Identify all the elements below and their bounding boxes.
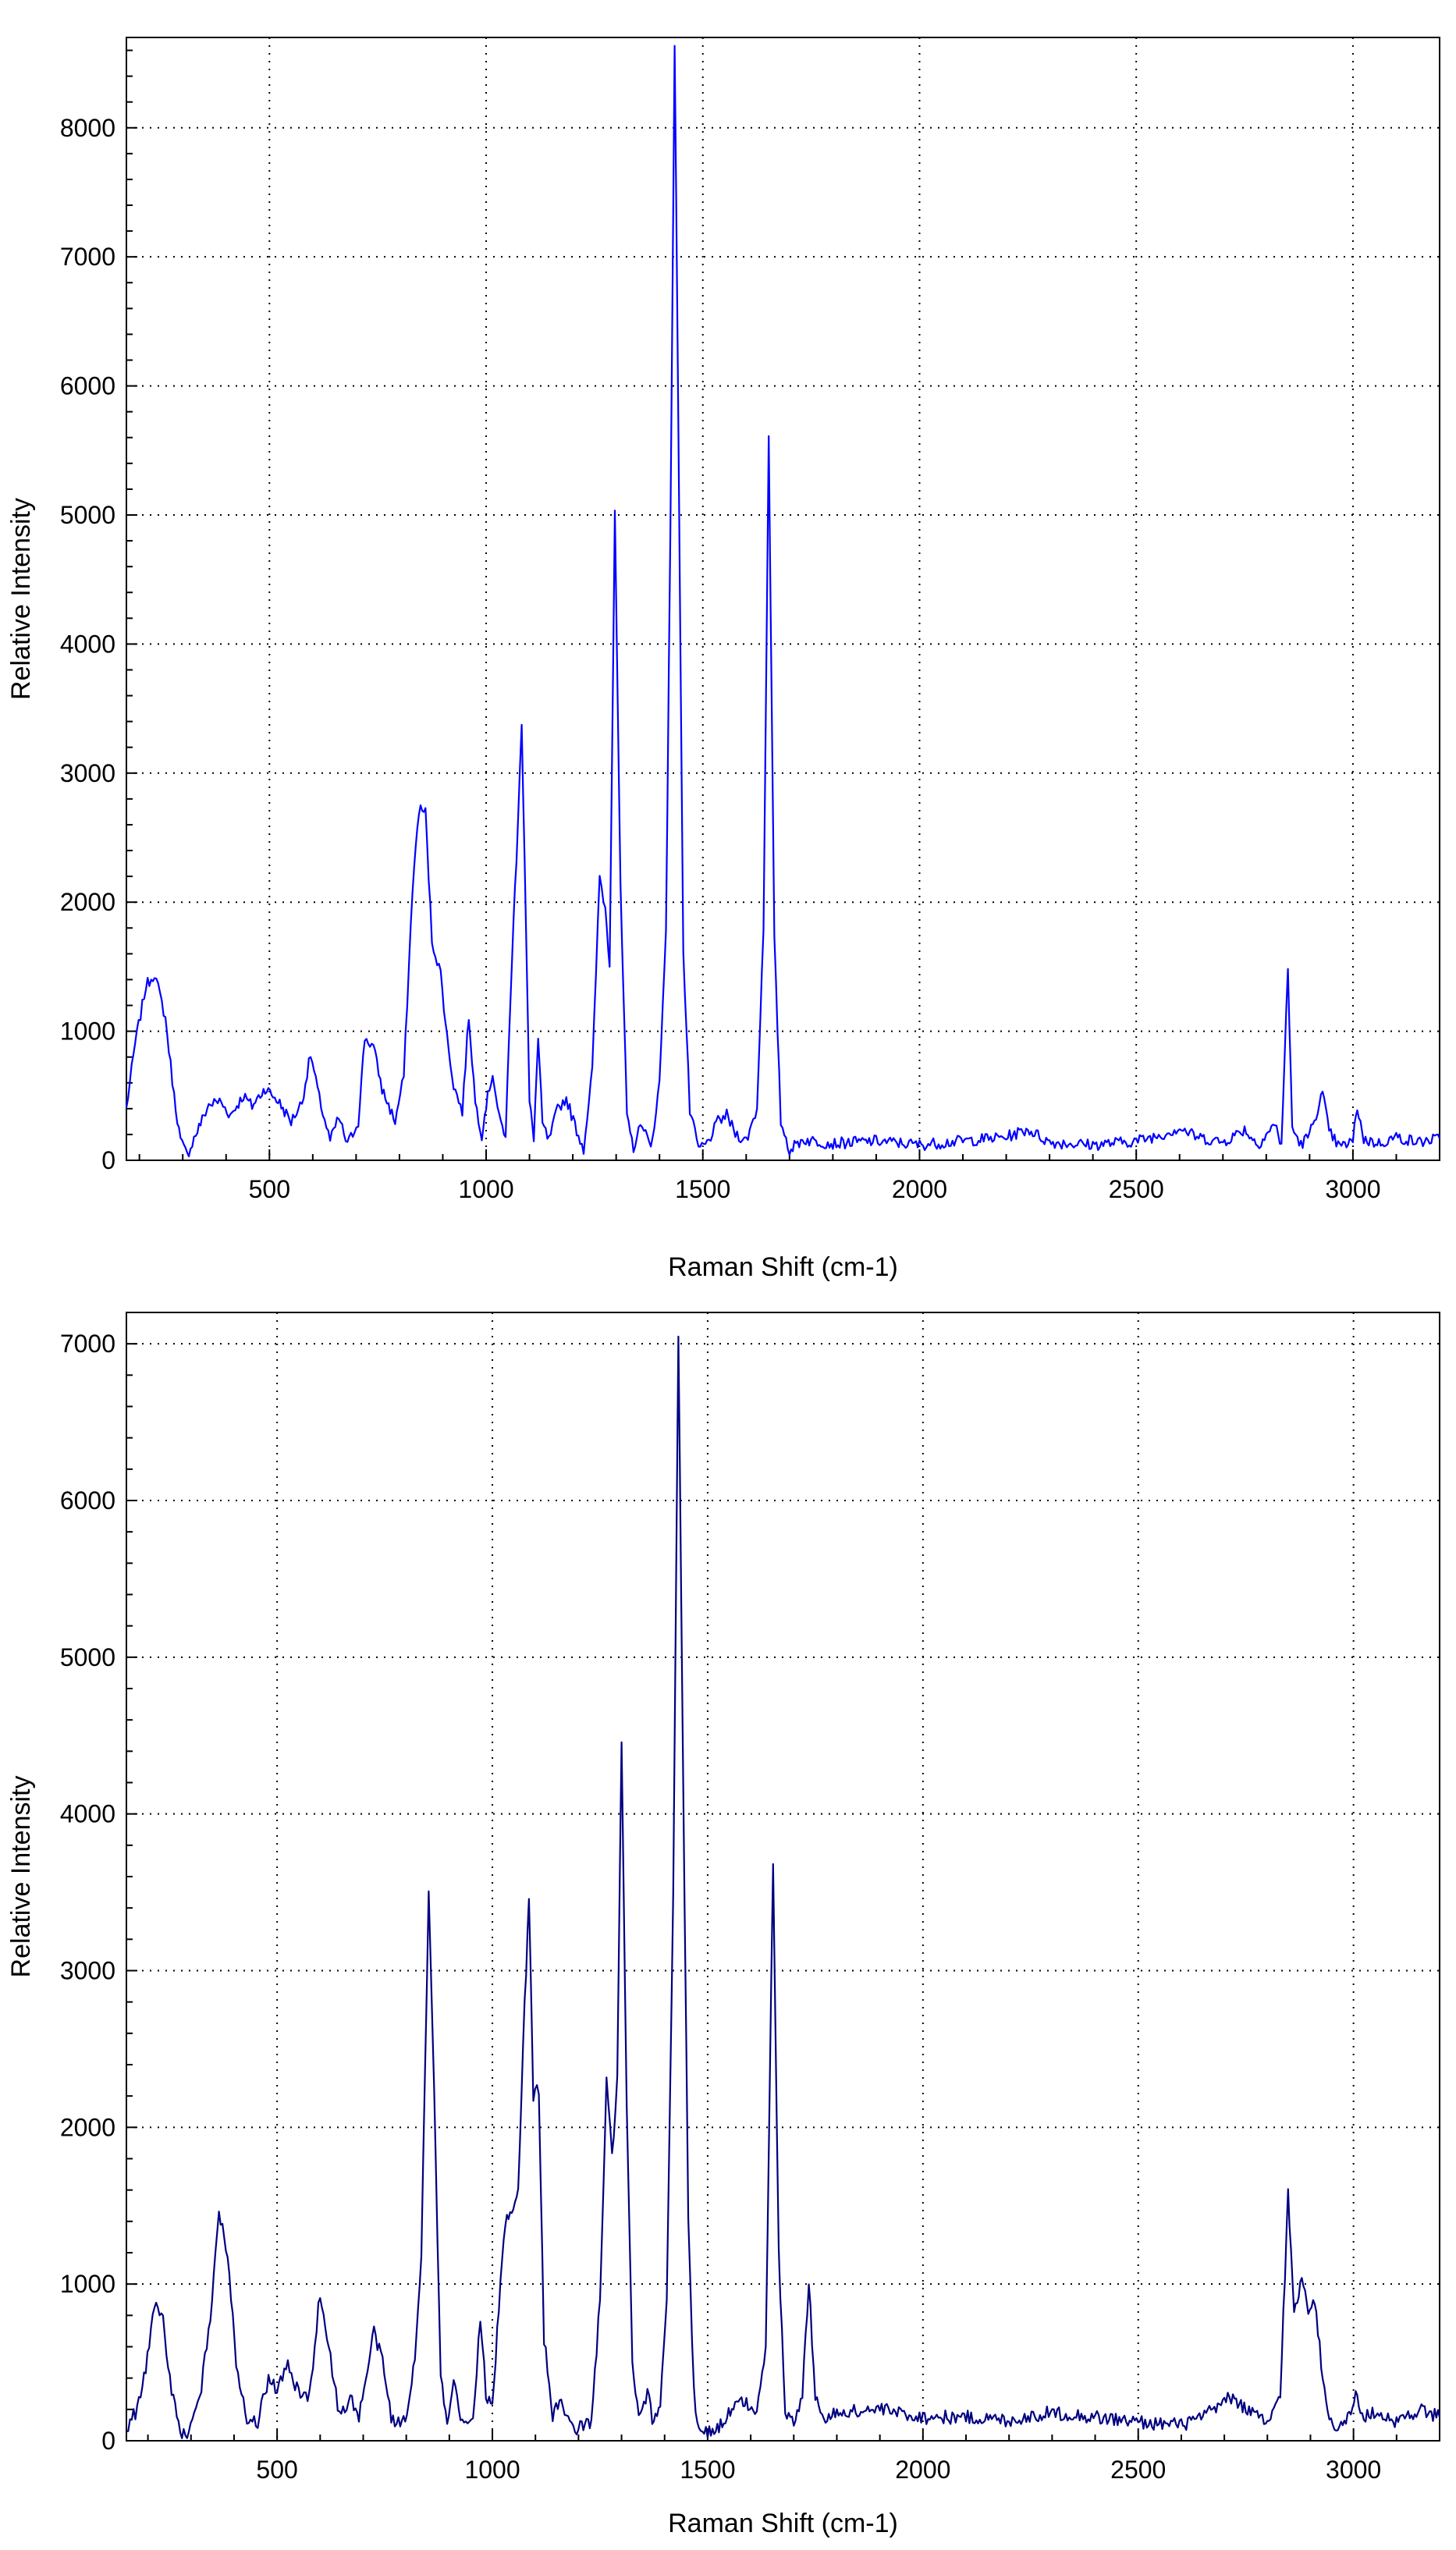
chart-1: 500 1000 1500 2000 2500 3000 0 1000 2000 3000 4000… [6,37,1441,1282]
y-tick-label: 5000 [60,1643,115,1671]
x-tick-label: 2000 [892,1175,947,1203]
x-tick-label: 3000 [1326,2456,1381,2484]
y-tick-label: 1000 [60,2270,115,2298]
y-tick-label: 2000 [60,2113,115,2141]
x-tick-label: 2000 [895,2456,950,2484]
y-tick-label: 4000 [60,630,115,658]
y-tick-label: 7000 [60,243,115,271]
plot-frame [126,37,1440,1161]
x-tick-label: 2500 [1109,1175,1164,1203]
y-axis-title: Relative Intensity [6,1776,36,1978]
y-tick-label: 1000 [60,1018,115,1046]
spectrum-line [125,44,1441,1158]
x-tick-label: 3000 [1325,1175,1380,1203]
x-axis-title: Raman Shift (cm-1) [668,1252,898,1282]
y-tick-label: 7000 [60,1330,115,1358]
x-axis-title: Raman Shift (cm-1) [668,2509,898,2538]
spectrum-line [126,1335,1441,2439]
x-tick-label: 1500 [680,2456,735,2484]
y-tick-label: 6000 [60,372,115,400]
y-axis-title: Relative Intensity [6,498,36,700]
y-tick-label: 4000 [60,1800,115,1828]
plot-frame [126,1312,1440,2442]
y-tick-label: 8000 [60,114,115,142]
y-tick-label: 0 [101,1146,115,1174]
y-tick-label: 2000 [60,888,115,916]
chart-2: 500 1000 1500 2000 2500 3000 0 1000 2000 3000 4000… [6,1312,1441,2538]
y-tick-label: 3000 [60,759,115,787]
x-tick-label: 1000 [458,1175,513,1203]
x-tick-label: 1000 [464,2456,520,2484]
x-tick-label: 500 [249,1175,290,1203]
x-tick-label: 500 [256,2456,297,2484]
y-tick-label: 3000 [60,1957,115,1985]
y-tick-label: 5000 [60,501,115,529]
y-tick-label: 6000 [60,1486,115,1515]
x-tick-label: 2500 [1110,2456,1166,2484]
x-tick-label: 1500 [675,1175,730,1203]
y-tick-label: 0 [101,2427,115,2455]
